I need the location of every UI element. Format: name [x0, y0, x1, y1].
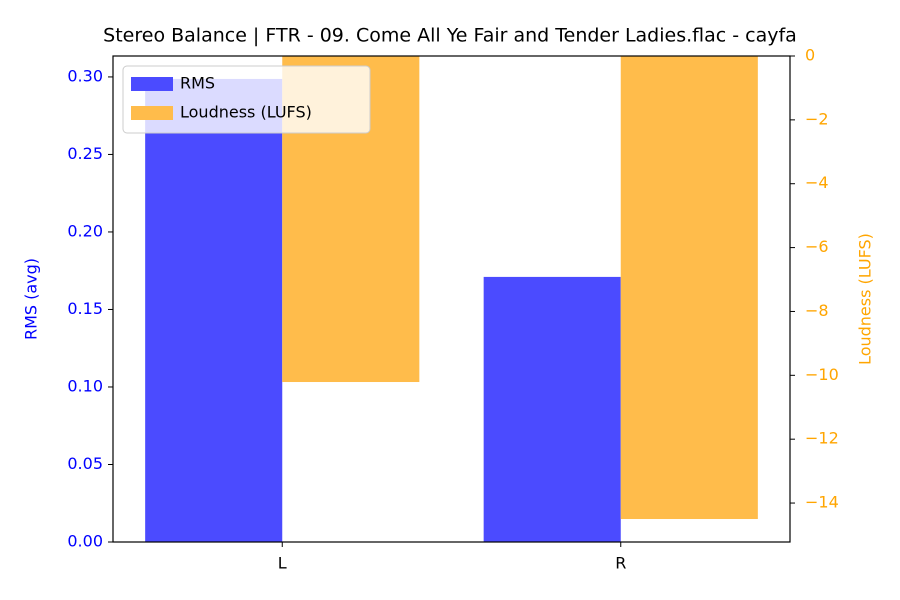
y-tick-label: 0.30 [67, 66, 103, 85]
bar [483, 276, 621, 542]
legend-label: Loudness (LUFS) [180, 103, 312, 122]
legend-box [122, 65, 371, 134]
y-tick-label: 0.25 [67, 144, 103, 163]
y2-axis-label: Loudness (LUFS) [856, 233, 875, 365]
y2-tick-label: −4 [805, 173, 829, 192]
legend-swatch [131, 106, 173, 120]
plot-frame [112, 55, 791, 543]
y2-tick-label: −6 [805, 237, 829, 256]
y-tick-label: 0.20 [67, 221, 103, 240]
y-tick-label: 0.00 [67, 532, 103, 551]
y-tick-label: 0.15 [67, 299, 103, 318]
x-tick-label: L [278, 554, 287, 573]
bar [145, 78, 283, 542]
legend: RMS Loudness (LUFS) [122, 65, 371, 134]
y-axis-label: RMS (avg) [22, 258, 41, 340]
y2-tick-label: −12 [805, 429, 839, 448]
legend-label: RMS [180, 74, 215, 93]
y2-tick-label: 0 [805, 46, 815, 65]
y2-tick-label: −14 [805, 493, 839, 512]
x-tick-label: R [615, 554, 626, 573]
y2-tick-label: −8 [805, 301, 829, 320]
bar [620, 56, 758, 520]
y2-tick-label: −10 [805, 365, 839, 384]
y2-tick-label: −2 [805, 109, 829, 128]
y-tick-label: 0.10 [67, 376, 103, 395]
y-tick-label: 0.05 [67, 454, 103, 473]
legend-swatch [131, 77, 173, 91]
chart-title: Stereo Balance | FTR - 09. Come All Ye F… [103, 25, 797, 47]
